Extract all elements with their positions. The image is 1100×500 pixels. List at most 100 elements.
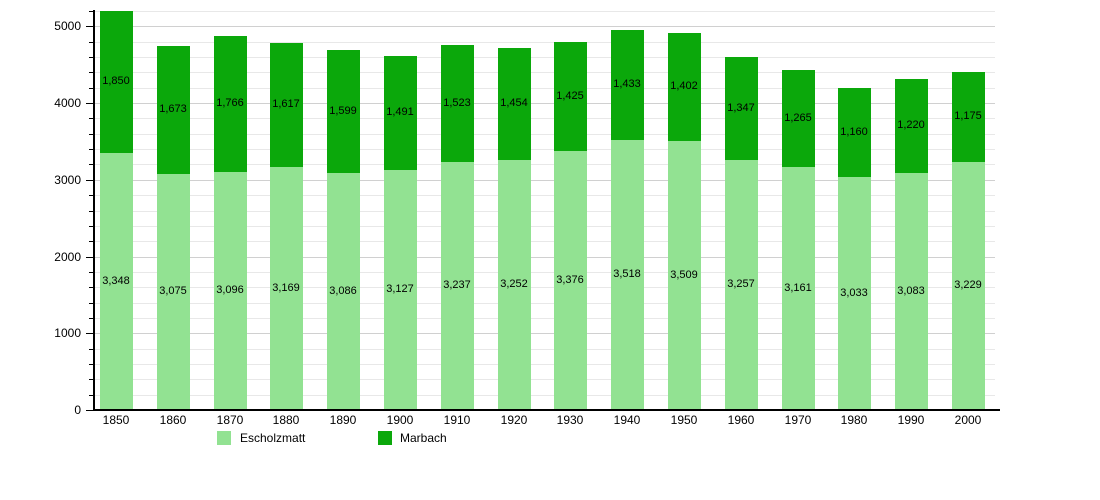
bar-segment-marbach [725,57,758,160]
y-tick-major [86,333,93,334]
gridline-minor [95,195,995,196]
bar-segment-escholzmatt [157,174,190,410]
x-axis-tick-label: 2000 [954,413,982,427]
y-axis-tick-label: 1000 [54,326,81,340]
x-axis-tick-label: 1960 [727,413,755,427]
bar-value-escholzmatt: 3,161 [784,282,812,294]
y-tick-minor [89,149,93,150]
x-axis-tick-label: 1870 [216,413,244,427]
gridline-major [95,180,995,181]
bar-segment-marbach [554,42,587,151]
gridline-major [95,257,995,258]
y-tick-minor [89,303,93,304]
y-tick-major [86,26,93,27]
bar-value-escholzmatt: 3,229 [954,279,982,291]
bar-value-marbach: 1,766 [216,97,244,109]
gridline-major [95,26,995,27]
bar-value-escholzmatt: 3,075 [159,285,187,297]
gridline-minor [95,241,995,242]
y-tick-minor [89,57,93,58]
y-tick-minor [89,72,93,73]
bar-value-marbach: 1,265 [784,112,812,124]
gridline-minor [95,364,995,365]
gridline-major [95,103,995,104]
y-axis-tick-label: 4000 [54,96,81,110]
bar-value-marbach: 1,175 [954,110,982,122]
bar-segment-escholzmatt [611,140,644,410]
bar-segment-escholzmatt [838,177,871,410]
gridline-minor [95,57,995,58]
x-axis-tick-label: 1980 [840,413,868,427]
bar-value-marbach: 1,673 [159,103,187,115]
y-tick-minor [89,395,93,396]
y-tick-minor [89,272,93,273]
gridline-minor [95,11,995,12]
gridline-minor [95,303,995,304]
bar-segment-escholzmatt [498,160,531,410]
bar-value-marbach: 1,454 [500,97,528,109]
bar-value-escholzmatt: 3,096 [216,284,244,296]
x-axis-tick-label: 1970 [784,413,812,427]
gridline-minor [95,134,995,135]
bar-value-marbach: 1,599 [329,105,357,117]
x-axis-tick-label: 1990 [897,413,925,427]
bar-segment-escholzmatt [214,172,247,410]
y-tick-minor [89,42,93,43]
y-tick-minor [89,11,93,12]
gridline-minor [95,164,995,165]
gridline-minor [95,287,995,288]
x-axis-tick-label: 1890 [329,413,357,427]
y-tick-minor [89,364,93,365]
y-tick-minor [89,226,93,227]
bar-value-escholzmatt: 3,033 [840,287,868,299]
bar-value-marbach: 1,347 [727,102,755,114]
bar-segment-marbach [157,46,190,174]
bar-value-marbach: 1,617 [272,98,300,110]
x-axis-tick-label: 1910 [443,413,471,427]
x-axis-tick-label: 1940 [613,413,641,427]
bar-segment-marbach [782,70,815,167]
bar-value-marbach: 1,402 [670,80,698,92]
bar-value-escholzmatt: 3,509 [670,269,698,281]
y-axis-tick-label: 0 [74,403,81,417]
bar-segment-marbach [441,45,474,162]
bar-segment-escholzmatt [952,162,985,410]
bar-segment-marbach [668,33,701,141]
gridline-minor [95,395,995,396]
x-axis-tick-label: 1920 [500,413,528,427]
x-axis-tick-label: 1950 [670,413,698,427]
gridline-minor [95,149,995,150]
y-tick-major [86,257,93,258]
bar-value-marbach: 1,491 [386,106,414,118]
bar-segment-escholzmatt [895,173,928,410]
x-axis-tick-label: 1930 [556,413,584,427]
x-axis-tick-label: 1900 [386,413,414,427]
y-tick-minor [89,88,93,89]
bar-segment-escholzmatt [100,153,133,410]
y-tick-major [86,180,93,181]
y-tick-minor [89,287,93,288]
gridline-minor [95,42,995,43]
bar-segment-marbach [384,56,417,170]
y-axis-tick-label: 3000 [54,173,81,187]
bar-value-escholzmatt: 3,237 [443,279,471,291]
gridline-major [95,333,995,334]
bar-value-marbach: 1,850 [102,75,130,87]
bar-segment-escholzmatt [554,151,587,410]
y-tick-major [86,103,93,104]
y-axis-line [93,10,95,411]
y-tick-minor [89,379,93,380]
bar-segment-marbach [895,79,928,173]
bar-segment-escholzmatt [270,167,303,410]
y-tick-minor [89,118,93,119]
gridline-minor [95,72,995,73]
y-tick-minor [89,134,93,135]
y-tick-minor [89,318,93,319]
x-axis-line [93,409,1000,411]
bar-segment-escholzmatt [725,160,758,410]
x-axis-tick-label: 1860 [159,413,187,427]
bar-value-escholzmatt: 3,127 [386,283,414,295]
bar-segment-escholzmatt [384,170,417,410]
